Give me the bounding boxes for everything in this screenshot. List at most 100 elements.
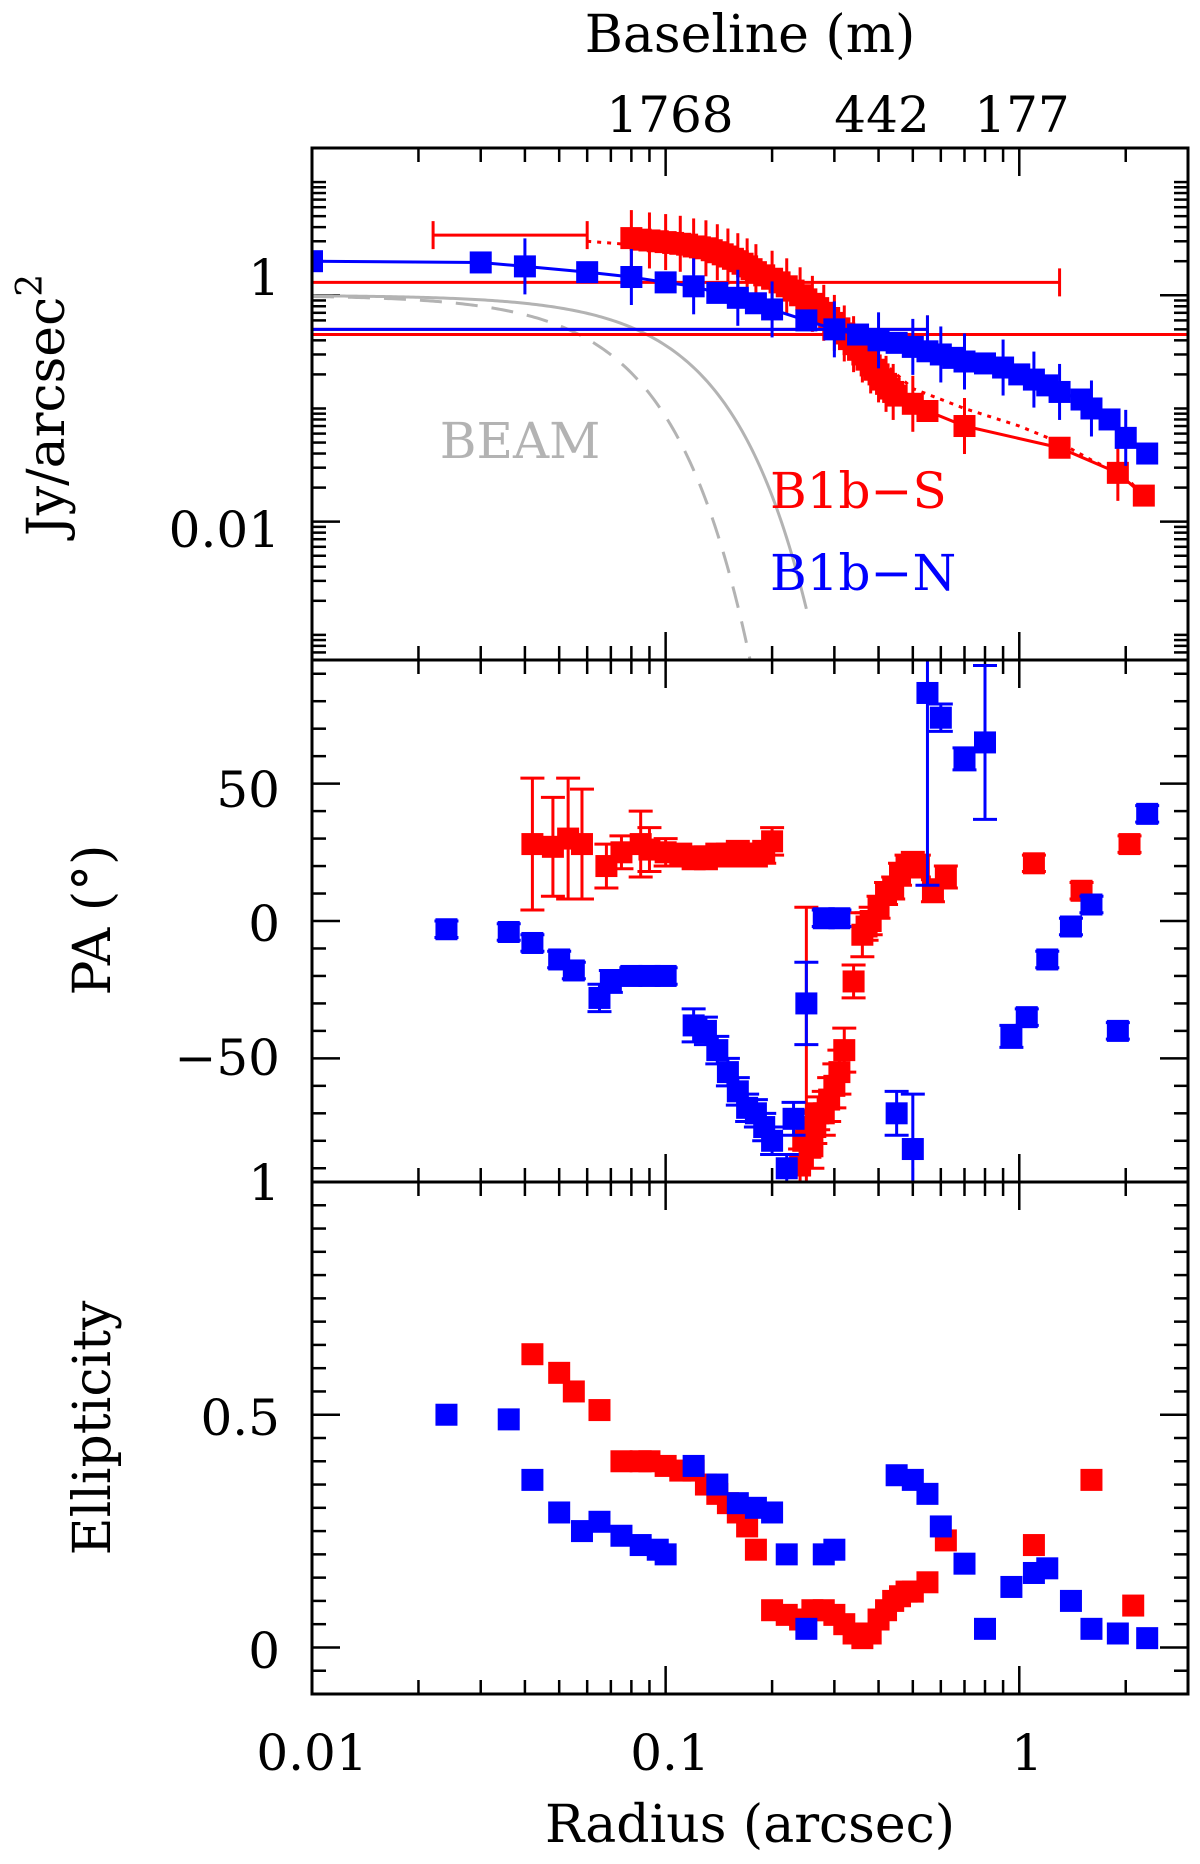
data-point-b1b-s [610,1450,633,1473]
data-point-b1b-n [562,959,585,982]
data-point-b1b-n [828,907,851,930]
data-point-b1b-n [1036,948,1059,971]
x-tick-label-0.1: 0.1 [630,1724,710,1782]
x-tick-label-1: 1 [1011,1724,1043,1782]
data-point-b1b-n [620,964,643,987]
data-point-b1b-s [907,855,930,878]
data-point-b1b-n [916,681,939,704]
data-point-b1b-n [775,1543,798,1566]
data-point-b1b-n [521,1468,544,1491]
data-point-b1b-s [610,841,633,864]
data-point-b1b-n [521,931,544,954]
data-point-b1b-n [885,1102,908,1125]
data-point-b1b-n [1136,1627,1159,1650]
data-point-b1b-s [761,830,784,853]
data-point-b1b-n [312,250,323,273]
data-point-b1b-n [1000,1575,1023,1598]
data-point-b1b-n [1036,1557,1059,1580]
intensity-panel: BEAM B1b−S B1b−N 1 0.01 Jy/arcsec2 [10,146,1190,662]
data-point-b1b-n [469,251,492,274]
data-point-b1b-n [1015,1006,1038,1029]
data-point-b1b-n [716,1061,739,1084]
data-point-b1b-n [570,1520,593,1543]
pa-ylabel: PA (°) [63,845,123,996]
data-point-b1b-n [548,1501,571,1524]
data-point-b1b-n [588,1510,611,1533]
data-point-b1b-s [521,1343,544,1366]
data-point-b1b-n [867,329,890,352]
data-point-b1b-s [934,866,957,889]
data-point-b1b-n [974,352,997,375]
ellipticity-panel-ticks [310,1180,1190,1696]
ellipticity-panel: 1 0.5 0 Ellipticity [63,1154,1190,1696]
top-axis-title: Baseline (m) [585,5,916,65]
pa-tick-label-0: 0 [248,895,280,953]
top-tick-label-1768: 1768 [606,86,733,144]
data-point-b1b-n [847,323,870,346]
data-point-b1b-s [1118,833,1141,856]
data-point-b1b-s [916,1571,939,1594]
pa-panel: 50 0 −50 PA (°) [63,658,1190,1184]
data-point-b1b-s [833,1039,856,1062]
intensity-panel-ticks [310,146,1190,662]
data-point-b1b-n [1106,1019,1129,1042]
beam-curves [312,294,808,660]
ellipticity-ylabel: Ellipticity [63,1300,123,1555]
beam-curve-solid [312,294,808,610]
beam-annotation: BEAM [440,412,601,470]
data-point-b1b-n [775,1157,798,1180]
data-point-b1b-n [782,1107,805,1130]
data-point-b1b-n [706,1039,729,1062]
data-point-b1b-s [842,970,865,993]
data-point-b1b-n [726,286,749,309]
data-point-b1b-s [801,1135,824,1158]
data-point-b1b-n [1080,1617,1103,1640]
data-point-b1b-n [1136,442,1159,465]
data-point-b1b-n [974,1617,997,1640]
legend-label-b1b-n: B1b−N [770,544,956,602]
data-point-b1b-n [599,970,622,993]
data-point-b1b-n [513,255,536,278]
data-point-b1b-s [1080,1468,1103,1491]
data-point-b1b-n [620,266,643,289]
data-point-b1b-n [694,1019,717,1042]
data-point-b1b-n [795,992,818,1015]
ellipticity-tick-label-1: 1 [248,1154,280,1212]
data-point-b1b-n [1000,1025,1023,1048]
ellipticity-data [435,1343,1159,1650]
data-point-b1b-s [588,1399,611,1422]
data-point-b1b-n [1059,1589,1082,1612]
x-tick-label-0.01: 0.01 [256,1724,367,1782]
data-point-b1b-s [1122,1594,1145,1617]
data-point-b1b-s [744,1538,767,1561]
data-point-b1b-n [435,918,458,941]
data-point-b1b-n [795,309,818,332]
intensity-frame [310,146,1190,662]
data-point-b1b-s [562,1380,585,1403]
x-axis-title: Radius (arcsec) [545,1795,955,1855]
data-point-b1b-n [654,271,677,294]
data-point-b1b-s [1048,436,1071,459]
data-point-b1b-n [823,1538,846,1561]
intensity-tick-label-0.01: 0.01 [169,501,280,559]
data-point-b1b-n [576,261,599,284]
data-point-b1b-n [1098,408,1121,431]
ellipticity-tick-label-0.5: 0.5 [200,1389,280,1447]
data-point-b1b-n [435,1403,458,1426]
pa-tick-label-50: 50 [216,761,280,819]
data-point-b1b-n [497,1408,520,1431]
data-point-b1b-n [761,1501,784,1524]
data-point-b1b-n [901,1138,924,1161]
pa-tick-label-minus50: −50 [174,1029,280,1087]
top-tick-label-177: 177 [974,86,1069,144]
data-point-b1b-n [497,920,520,943]
ellipticity-frame [310,1180,1190,1696]
data-point-b1b-n [706,1473,729,1496]
intensity-ylabel: Jy/arcsec2 [10,274,77,541]
data-point-b1b-s [570,833,593,856]
data-point-b1b-n [953,350,976,373]
data-point-b1b-n [916,1482,939,1505]
data-point-b1b-s [1022,852,1045,875]
data-point-b1b-n [953,1552,976,1575]
